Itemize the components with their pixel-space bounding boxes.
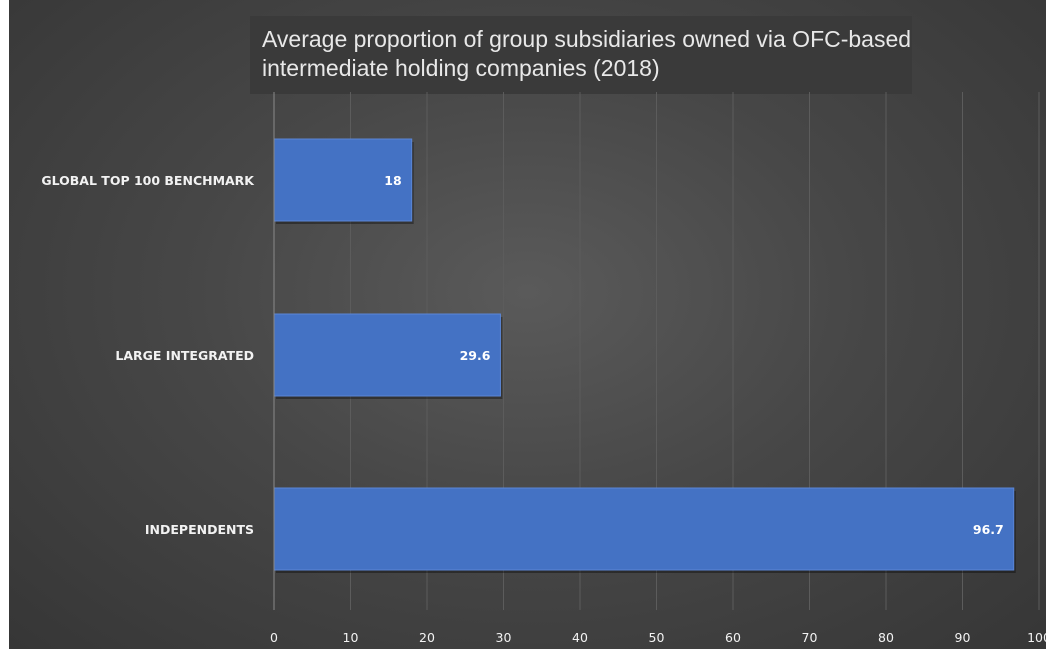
chart-title: Average proportion of group subsidiaries… <box>262 26 912 81</box>
bar <box>273 313 501 397</box>
x-tick-label: 70 <box>802 630 818 645</box>
x-tick-label: 100 <box>1027 630 1046 645</box>
x-tick-label: 40 <box>572 630 588 645</box>
bar <box>273 138 413 222</box>
data-label: 96.7 <box>973 522 1004 537</box>
x-tick-label: 60 <box>725 630 741 645</box>
x-tick-label: 30 <box>496 630 512 645</box>
bar-chart: 18 29.6 96.7 0 10 20 30 40 50 60 70 80 90 100 GLOBAL … <box>41 92 1046 645</box>
axes: 0 10 20 30 40 50 60 70 80 90 100 GLOBAL TOP 100 BEN… <box>41 92 1046 645</box>
bar <box>273 487 1015 571</box>
data-label: 29.6 <box>460 348 491 363</box>
x-tick-label: 90 <box>955 630 971 645</box>
x-tick-label: 0 <box>270 630 278 645</box>
category-label: GLOBAL TOP 100 BENCHMARK <box>41 173 255 188</box>
data-label: 18 <box>384 173 401 188</box>
category-label: INDEPENDENTS <box>145 522 254 537</box>
x-tick-label: 10 <box>343 630 359 645</box>
chart-title-box: Average proportion of group subsidiaries… <box>250 16 912 94</box>
x-tick-label: 80 <box>878 630 894 645</box>
x-tick-label: 20 <box>419 630 435 645</box>
category-label: LARGE INTEGRATED <box>115 348 254 363</box>
bars: 18 29.6 96.7 <box>273 138 1016 573</box>
x-tick-label: 50 <box>649 630 665 645</box>
chart-frame: Average proportion of group subsidiaries… <box>9 0 1046 649</box>
